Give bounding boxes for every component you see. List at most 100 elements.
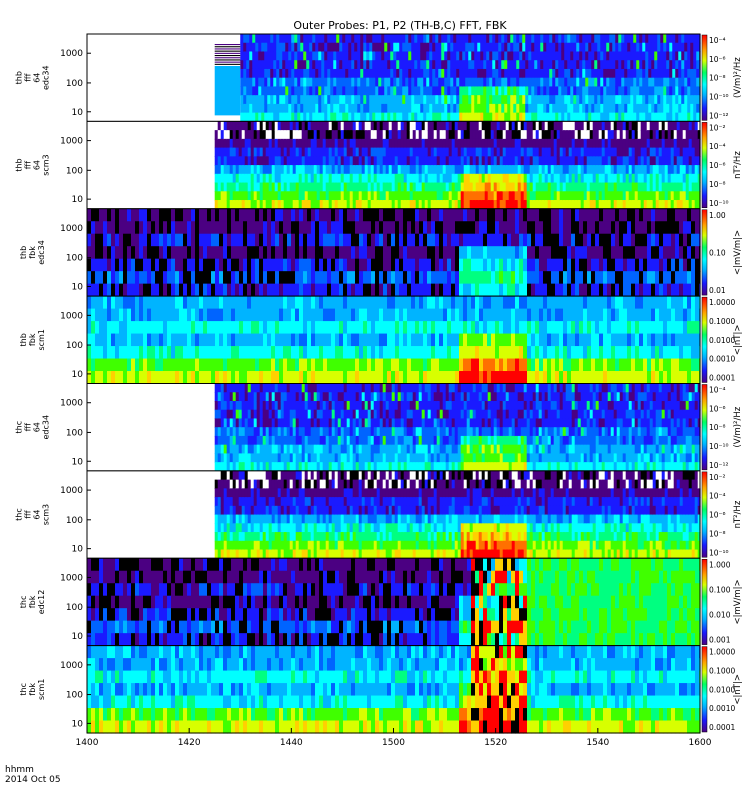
y-tick-label: 1000 [60, 486, 83, 496]
y-axis-label-line: fbk [28, 683, 37, 696]
colorbar-tick-label: 10⁻¹⁰ [709, 548, 729, 557]
y-axis-label-line: fbk [28, 333, 37, 346]
y-axis-label-line: fbk [28, 246, 37, 259]
x-tick-label: 1600 [689, 738, 712, 748]
panel-thc-fbk-b1: 1000 100 10 thc fbk scm1 1.0000 0.1000 0.0100 0.0… [19, 645, 743, 734]
y-axis-label-line: thc [19, 596, 28, 609]
y-tick-label: 1000 [60, 224, 83, 234]
colorbar-tick-label: 0.0010 [709, 355, 735, 364]
y-axis-label-line: 64 [33, 160, 42, 170]
y-axis-label-line: thb [19, 246, 28, 259]
colorbar-label: <|nT|> [733, 325, 743, 356]
colorbar-tick-label: 0.01 [709, 286, 726, 295]
y-tick-label: 100 [66, 166, 83, 176]
spectrogram-thc-fbk-b1 [87, 645, 701, 734]
y-axis-label-thc-fbk-b1: thc fbk scm1 [19, 679, 46, 700]
y-tick-label: 100 [66, 341, 83, 351]
colorbar-label: <|mV/m|> [733, 579, 743, 624]
x-tick-label: 1500 [382, 738, 405, 748]
y-tick-label: 100 [66, 516, 83, 526]
panel-thb-fbk-b1: 1000 100 10 thb fbk scm1 1.0000 0.1000 0.0100 0.0… [19, 295, 743, 385]
x-axis: 1400 1420 1440 1500 1520 1540 1600 hhmm 2014 O… [5, 728, 712, 785]
colorbar-label: nT²/Hz [733, 500, 743, 528]
y-tick-label: 1000 [60, 399, 83, 409]
colorbar-label: (V/m)²/Hz [733, 57, 743, 98]
y-axis-label-line: thc [19, 683, 28, 696]
colorbar-tick-label: 10⁻⁸ [709, 74, 726, 83]
colorbar-tick-label: 10⁻⁴ [709, 386, 726, 395]
y-axis-label-line: edc34 [42, 65, 51, 90]
y-tick-labels-thb-fff-b3: 1000 100 10 [60, 137, 91, 205]
y-axis-label-line: edc34 [37, 240, 46, 265]
y-tick-label: 1000 [60, 311, 83, 321]
y-tick-label: 10 [72, 719, 84, 729]
spectrogram-thc-fbk-e12 [87, 558, 701, 647]
y-tick-label: 10 [72, 283, 84, 293]
colorbar-thb-fbk-b1: 1.0000 0.1000 0.0100 0.0010 0.0001 <|nT|> [701, 296, 743, 383]
y-axis-label-thc-fff-e34: thc fff 64 edc34 [15, 415, 51, 440]
y-tick-labels-thb-fbk-b1: 1000 100 10 [60, 311, 91, 380]
colorbar-tick-label: 10⁻¹² [709, 461, 729, 470]
y-axis-label-line: scm3 [42, 504, 51, 525]
y-axis-label-line: 64 [33, 422, 42, 432]
y-tick-label: 10 [72, 457, 84, 467]
y-axis-label-line: edc34 [42, 415, 51, 440]
x-tick-label: 1520 [484, 738, 507, 748]
y-axis-label-line: 64 [33, 73, 42, 83]
spectrogram-thb-fff-e34 [87, 34, 701, 122]
y-tick-label: 1000 [60, 661, 83, 671]
colorbar-tick-label: 0.100 [709, 585, 731, 594]
colorbar-thc-fff-b3: 10⁻² 10⁻⁴ 10⁻⁶ 10⁻⁸ 10⁻¹⁰ nT²/Hz [701, 471, 743, 558]
y-axis-label-line: fbk [28, 595, 37, 608]
y-axis-label-line: thb [15, 158, 24, 171]
colorbar-tick-label: 10⁻¹⁰ [709, 442, 729, 451]
colorbar-tick-label: 0.0010 [709, 704, 735, 713]
x-axis-label-date: 2014 Oct 05 [5, 775, 61, 785]
colorbar-tick-label: 1.000 [709, 560, 731, 569]
colorbar-tick-label: 1.0000 [709, 648, 735, 657]
colorbar-tick-label: 0.001 [709, 636, 731, 645]
y-axis-label-line: scm1 [37, 329, 46, 350]
x-axis-label-hhmm: hhmm [5, 765, 34, 775]
y-axis-label-line: fff [24, 73, 33, 82]
colorbar-tick-label: 10⁻⁸ [709, 529, 726, 538]
x-tick-label: 1440 [280, 738, 303, 748]
y-tick-label: 1000 [60, 137, 83, 147]
spectrogram-thc-fff-b3 [87, 470, 701, 559]
y-tick-labels-thb-fbk-e34: 1000 100 10 [60, 224, 91, 293]
y-axis-label-line: fff [24, 161, 33, 170]
y-axis-label-thc-fff-b3: thc fff 64 scm3 [15, 504, 51, 525]
y-tick-labels-thc-fff-b3: 1000 100 10 [60, 486, 91, 555]
colorbar-tick-label: 10⁻⁴ [709, 142, 726, 151]
colorbar-tick-label: 1.0000 [709, 298, 735, 307]
colorbar-label: nT²/Hz [733, 151, 743, 179]
colorbar-tick-label: 10⁻⁶ [709, 161, 726, 170]
colorbar-tick-label: 10⁻¹² [709, 111, 729, 120]
colorbar-tick-label: 0.0001 [709, 374, 735, 383]
y-axis-label-line: thc [15, 508, 24, 521]
y-tick-label: 100 [66, 603, 83, 613]
y-axis-label-line: fff [24, 510, 33, 519]
colorbar-tick-label: 10⁻⁸ [709, 180, 726, 189]
y-axis-label-line: scm1 [37, 679, 46, 700]
y-axis-label-thc-fbk-e12: thc fbk edc12 [19, 590, 46, 615]
colorbar-tick-label: 10⁻⁴ [709, 492, 726, 501]
colorbar-thc-fff-e34: 10⁻⁴ 10⁻⁶ 10⁻⁸ 10⁻¹⁰ 10⁻¹² (V/m)²/Hz [701, 384, 743, 471]
x-tick-label: 1420 [178, 738, 201, 748]
y-tick-label: 10 [72, 545, 84, 555]
y-axis-label-line: edc12 [37, 590, 46, 615]
colorbar-tick-label: 10⁻⁴ [709, 36, 726, 45]
colorbar-label: (V/m)²/Hz [733, 406, 743, 447]
colorbar-tick-label: 0.10 [709, 248, 726, 257]
colorbar-tick-label: 10⁻¹⁰ [709, 93, 729, 102]
colorbar-label: <|nT|> [733, 674, 743, 705]
colorbar-tick-label: 0.1000 [709, 666, 735, 675]
y-axis-label-thb-fff-e34: thb fff 64 edc34 [15, 65, 51, 90]
x-tick-label: 1400 [76, 738, 99, 748]
colorbar-tick-label: 0.0001 [709, 723, 735, 732]
